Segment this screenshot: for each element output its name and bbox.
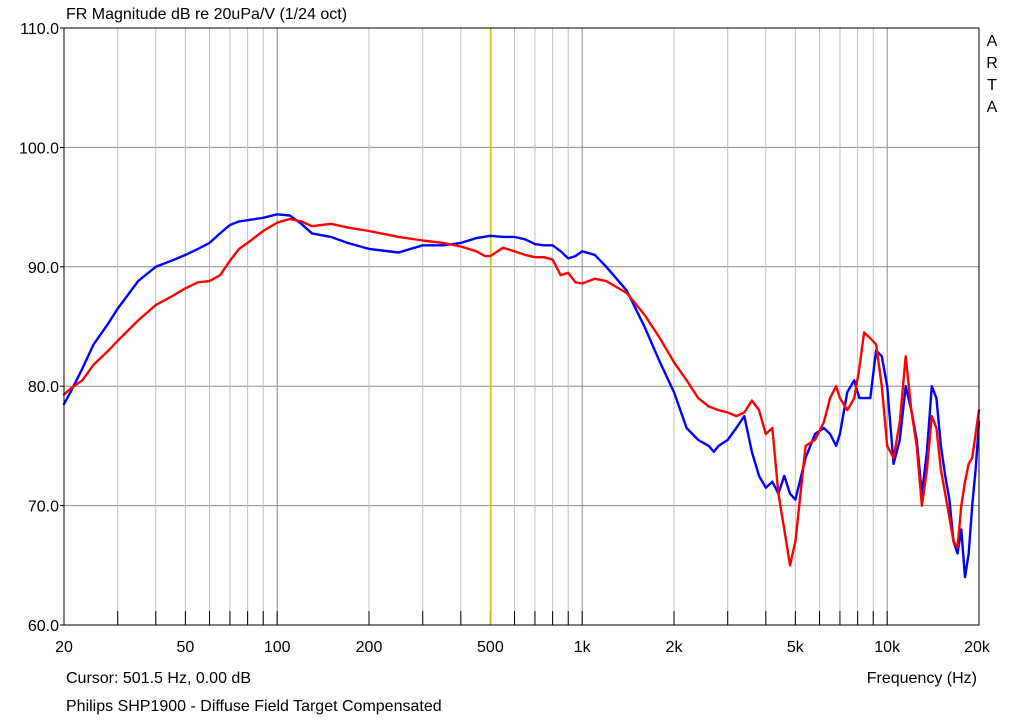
minor-ticks — [60, 27, 980, 626]
y-tick-label: 80.0 — [28, 379, 59, 396]
series-line-1 — [62, 213, 981, 579]
watermark-letter: T — [987, 77, 997, 94]
plot-frame — [63, 27, 980, 626]
watermark-letter: A — [987, 33, 998, 50]
cursor-readout: Cursor: 501.5 Hz, 0.00 dB — [66, 670, 251, 687]
x-tick-label: 10k — [874, 639, 901, 656]
x-axis-title: Frequency (Hz) — [867, 670, 977, 687]
x-tick-label: 1k — [574, 639, 592, 656]
y-tick-label: 90.0 — [28, 260, 59, 277]
watermark-letter: A — [987, 99, 998, 116]
x-axis-labels: 20 50 100 200 500 1k 2k 5k 10k 20k — [55, 639, 991, 656]
x-tick-label: 50 — [176, 639, 194, 656]
y-tick-label: 100.0 — [19, 140, 59, 157]
x-tick-label: 20 — [55, 639, 73, 656]
y-tick-label: 110.0 — [20, 21, 59, 38]
series-line-2 — [62, 217, 981, 567]
x-tick-label: 20k — [964, 639, 991, 656]
series-layer — [62, 213, 981, 579]
x-tick-label: 2k — [666, 639, 684, 656]
x-tick-label: 200 — [356, 639, 383, 656]
y-tick-label: 60.0 — [28, 618, 59, 635]
x-tick-label: 5k — [787, 639, 805, 656]
y-tick-label: 70.0 — [28, 499, 59, 516]
x-tick-label: 500 — [477, 639, 504, 656]
x-tick-label: 100 — [264, 639, 291, 656]
chart-caption: Philips SHP1900 - Diffuse Field Target C… — [66, 698, 442, 715]
watermark-letter: R — [986, 55, 998, 72]
grid-lines — [63, 27, 980, 626]
y-axis-labels: 60.0 70.0 80.0 90.0 100.0 110.0 — [19, 21, 59, 635]
chart-title: FR Magnitude dB re 20uPa/V (1/24 oct) — [66, 6, 347, 23]
